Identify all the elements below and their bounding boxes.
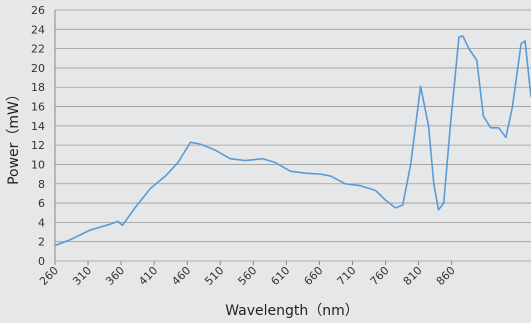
y-tick-label: 20 [31, 62, 45, 75]
y-tick-label: 0 [38, 255, 45, 268]
x-axis-title: Wavelength（nm） [225, 303, 359, 319]
y-tick-label: 12 [31, 139, 45, 152]
y-axis-title: Power（mW） [6, 87, 22, 185]
y-tick-label: 22 [31, 43, 45, 56]
y-tick-label: 4 [38, 216, 45, 229]
y-tick-label: 6 [38, 197, 45, 210]
y-tick-label: 24 [31, 23, 45, 36]
y-tick-label: 8 [38, 178, 45, 191]
data-line [54, 35, 531, 247]
y-tick-label: 10 [31, 158, 45, 171]
y-tick-label: 26 [31, 4, 45, 17]
y-tick-label: 18 [31, 81, 45, 94]
y-tick-label: 16 [31, 101, 45, 114]
y-tick-label: 14 [31, 120, 45, 133]
y-tick-label: 2 [38, 236, 45, 249]
